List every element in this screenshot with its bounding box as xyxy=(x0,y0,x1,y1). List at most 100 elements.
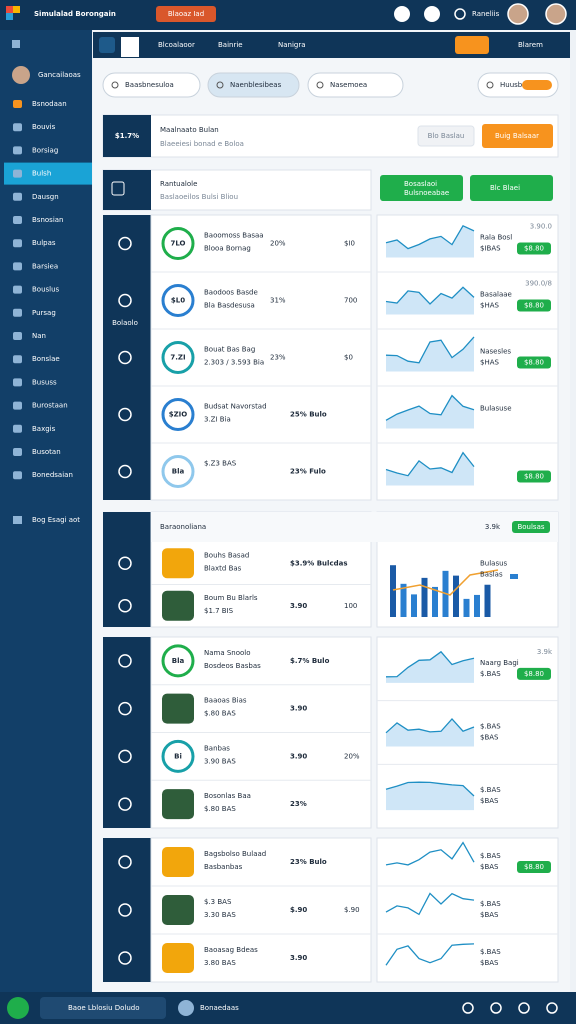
icon-button[interactable] xyxy=(394,6,410,22)
card-side xyxy=(103,170,151,210)
bar xyxy=(453,575,459,617)
nav-icon xyxy=(13,169,22,178)
strip-icon xyxy=(118,701,132,716)
nav-item: Barsiea xyxy=(32,262,58,270)
button[interactable] xyxy=(470,175,553,201)
bar xyxy=(484,584,491,617)
footer-icon[interactable] xyxy=(490,1002,502,1014)
button[interactable] xyxy=(482,124,553,148)
footer-icon[interactable] xyxy=(462,1002,474,1014)
sidebar-icon xyxy=(12,40,20,48)
sparkline xyxy=(385,224,475,250)
chip xyxy=(522,80,552,90)
tab-button[interactable] xyxy=(455,36,489,54)
button-text: Blc Blaei xyxy=(490,184,520,192)
row-pct: 23% xyxy=(270,354,286,362)
nav-icon xyxy=(13,448,22,456)
button[interactable] xyxy=(517,470,551,483)
summary-subtitle: Baslaoeilos Bulsi Bliou xyxy=(160,193,238,201)
button[interactable] xyxy=(517,667,551,680)
nav-item: Busotan xyxy=(32,448,61,456)
user-name: Raneliis xyxy=(472,10,500,18)
tab: Bainrie xyxy=(218,41,243,49)
strip-icon xyxy=(118,407,132,422)
search-pill[interactable] xyxy=(307,72,404,98)
chart-sub: $BAS xyxy=(480,959,499,967)
row-pct: 3.90 xyxy=(290,705,307,713)
card-side xyxy=(103,115,151,157)
header-subtitle: Blaeeiesi bonad e Boloa xyxy=(160,140,244,148)
tab-icon[interactable] xyxy=(99,37,115,53)
sparkline xyxy=(385,394,475,421)
row-pct: 23% Bulo xyxy=(290,858,327,866)
sparkline xyxy=(385,718,475,734)
badge-text: $ZIO xyxy=(169,411,188,419)
chart-label: Bulasus xyxy=(480,560,508,568)
thumbnail xyxy=(162,789,194,820)
footer-icon[interactable] xyxy=(518,1002,530,1014)
row-sub: Basbanbas xyxy=(204,863,243,871)
search-icon xyxy=(111,81,119,89)
area xyxy=(386,287,474,315)
input[interactable] xyxy=(40,997,166,1019)
chip[interactable] xyxy=(417,125,475,147)
button[interactable] xyxy=(517,356,551,369)
row-title: Baaoas Bias xyxy=(204,697,247,705)
section-value: 3.9k xyxy=(485,523,501,531)
chart-label: $.BAS xyxy=(480,948,501,956)
button[interactable] xyxy=(380,175,463,201)
sidebar xyxy=(0,30,92,992)
row-sub: 2.303 / 3.593 Bia xyxy=(204,359,264,367)
search-pill[interactable] xyxy=(102,72,201,98)
button[interactable] xyxy=(517,861,551,873)
sparkline xyxy=(385,841,475,866)
active-item[interactable] xyxy=(4,162,92,185)
button-text: Boulsas xyxy=(517,523,544,531)
tab-active[interactable] xyxy=(121,37,139,57)
button[interactable] xyxy=(517,242,551,255)
strip-icon xyxy=(118,951,132,965)
row-title: Bouat Bas Bag xyxy=(204,346,255,354)
chart-sub: $BAS xyxy=(480,863,499,871)
nav-icon xyxy=(13,285,22,294)
icon-button[interactable] xyxy=(424,6,440,22)
thumbnail xyxy=(162,548,194,579)
nav-item: Baxgis xyxy=(32,425,56,433)
strip-icon xyxy=(118,749,132,764)
badge-text: 7.ZI xyxy=(170,354,185,362)
chart-label: Basalaae xyxy=(480,291,512,299)
row-title: Bagsbolso Bulaad xyxy=(204,850,266,858)
strip-icon xyxy=(118,903,132,917)
button[interactable] xyxy=(517,299,551,312)
chart-value: 3.9k xyxy=(537,648,553,656)
footer-icon[interactable] xyxy=(546,1002,558,1014)
search-pill[interactable] xyxy=(477,72,559,98)
nav-item: Bsnosian xyxy=(32,216,64,224)
logo xyxy=(13,6,20,13)
chart-sub: $IBAS xyxy=(480,245,501,253)
search-pill[interactable] xyxy=(207,72,300,98)
row-title: Baoomoss Basaa xyxy=(204,232,264,240)
row-title: Nama Snoolo xyxy=(204,649,251,657)
button[interactable] xyxy=(512,521,550,533)
chart-sub: $.BAS xyxy=(480,670,501,678)
nav-icon xyxy=(13,239,22,248)
strip-icon xyxy=(118,599,132,613)
search-icon xyxy=(486,81,494,89)
row-pct: 20% xyxy=(270,240,286,248)
search-text: Naenblesibeas xyxy=(230,81,282,89)
avatar[interactable] xyxy=(545,3,567,25)
row-title: Bosonlas Baa xyxy=(204,792,251,800)
chat-button[interactable] xyxy=(7,997,29,1019)
chart-label: $.BAS xyxy=(480,900,501,908)
trend xyxy=(392,569,499,596)
strip-icon xyxy=(118,464,132,479)
search-text: Huusb xyxy=(500,81,523,89)
avatar[interactable] xyxy=(507,3,529,25)
row-title: Boum Bu Blarls xyxy=(204,594,258,602)
bar xyxy=(463,598,470,617)
row-sub: 3.ZI Bia xyxy=(204,416,231,424)
badge[interactable] xyxy=(156,6,216,22)
button-text: $8.80 xyxy=(524,473,544,481)
